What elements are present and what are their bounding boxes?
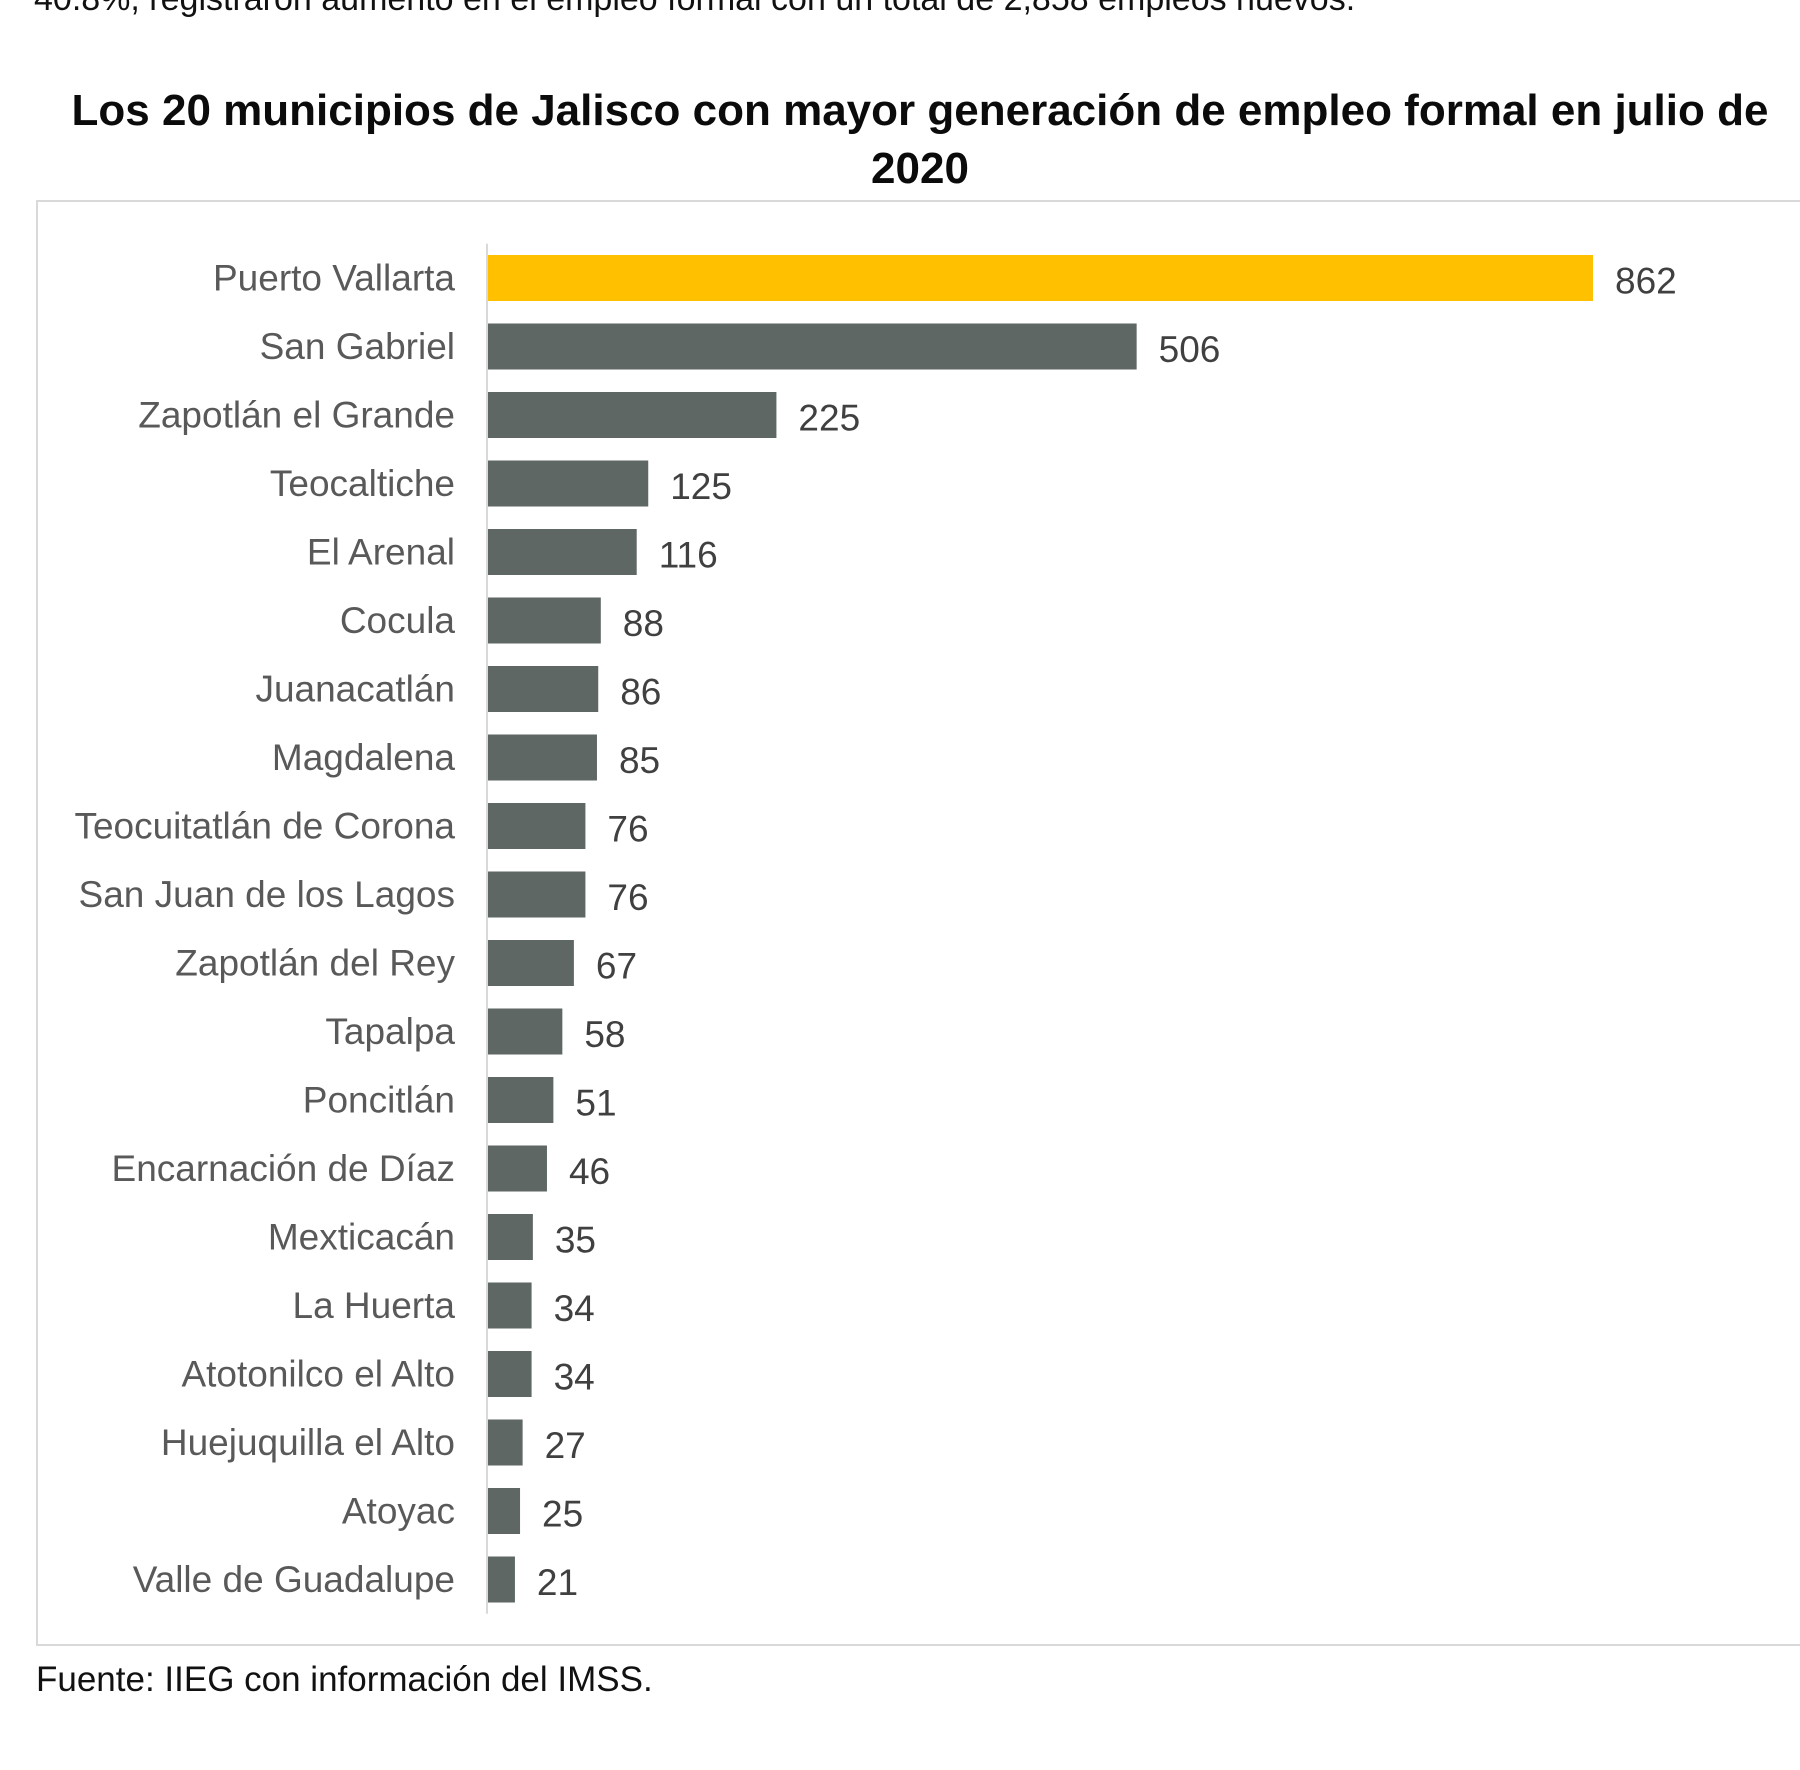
bar	[488, 1145, 547, 1192]
category-label: San Juan de los Lagos	[79, 874, 455, 915]
bar	[488, 255, 1593, 301]
data-label: 34	[554, 1288, 595, 1329]
data-label: 506	[1159, 329, 1221, 370]
category-label: Tapalpa	[325, 1011, 455, 1052]
data-label: 86	[620, 672, 661, 713]
bar	[488, 940, 574, 986]
category-label: Valle de Guadalupe	[133, 1559, 455, 1600]
bar	[488, 597, 601, 644]
chart-title-line-2: 2020	[871, 144, 969, 193]
category-label: Atotonilco el Alto	[181, 1354, 455, 1395]
data-label: 25	[542, 1494, 583, 1535]
category-label: Huejuquilla el Alto	[161, 1422, 455, 1463]
bar	[488, 323, 1137, 370]
bar	[488, 803, 586, 849]
data-label: 76	[607, 809, 648, 850]
category-label: Puerto Vallarta	[213, 258, 455, 299]
data-label: 116	[659, 535, 718, 576]
data-label: 21	[537, 1562, 578, 1603]
bar	[488, 1214, 533, 1260]
bar	[488, 1008, 563, 1055]
bar	[488, 392, 777, 438]
category-label: Juanacatlán	[255, 669, 455, 710]
category-label: Teocuitatlán de Corona	[74, 806, 455, 847]
bar	[488, 529, 637, 575]
bar	[488, 460, 649, 507]
category-label: Poncitlán	[303, 1080, 455, 1121]
bar	[488, 1077, 554, 1123]
data-label: 225	[798, 398, 860, 439]
data-label: 51	[575, 1083, 616, 1124]
bar	[488, 1556, 515, 1603]
bar	[488, 1351, 532, 1397]
category-label: Magdalena	[272, 737, 456, 778]
category-label: Zapotlán del Rey	[175, 943, 455, 984]
category-label: La Huerta	[293, 1285, 456, 1326]
bar	[488, 1488, 521, 1534]
chart-title: Los 20 municipios de Jalisco con mayor g…	[30, 82, 1800, 198]
category-label: Cocula	[340, 600, 456, 641]
data-label: 67	[596, 946, 637, 987]
data-label: 76	[607, 877, 648, 918]
data-label: 27	[545, 1425, 586, 1466]
data-label: 88	[623, 603, 664, 644]
category-label: Zapotlán el Grande	[138, 395, 455, 436]
bar	[488, 1419, 523, 1466]
bar	[488, 1282, 532, 1329]
data-label: 85	[619, 740, 660, 781]
data-label: 34	[554, 1357, 595, 1398]
data-label: 35	[555, 1220, 596, 1261]
category-label: Encarnación de Díaz	[112, 1148, 455, 1189]
chart-frame: Puerto Vallarta 862 San Gabriel 506 Zapotlán…	[36, 200, 1800, 1646]
source-note: Fuente: IIEG con información del IMSS.	[36, 1660, 653, 1699]
bar-chart: Puerto Vallarta 862 San Gabriel 506 Zapotlán…	[74, 243, 1677, 1614]
category-label: Teocaltiche	[270, 463, 455, 504]
category-label: San Gabriel	[260, 326, 455, 367]
data-label: 46	[569, 1151, 610, 1192]
bar	[488, 734, 597, 781]
intro-text-fragment: 40.8%, registraron aumento en el empleo …	[34, 0, 1355, 19]
category-label: Mexticacán	[268, 1217, 455, 1258]
bar	[488, 871, 586, 918]
data-label: 125	[670, 466, 732, 507]
chart-title-line-1: Los 20 municipios de Jalisco con mayor g…	[71, 86, 1769, 135]
data-label: 58	[584, 1014, 625, 1055]
bar	[488, 666, 599, 712]
category-label: El Arenal	[307, 532, 455, 573]
data-label: 862	[1615, 261, 1677, 302]
category-label: Atoyac	[342, 1491, 455, 1532]
